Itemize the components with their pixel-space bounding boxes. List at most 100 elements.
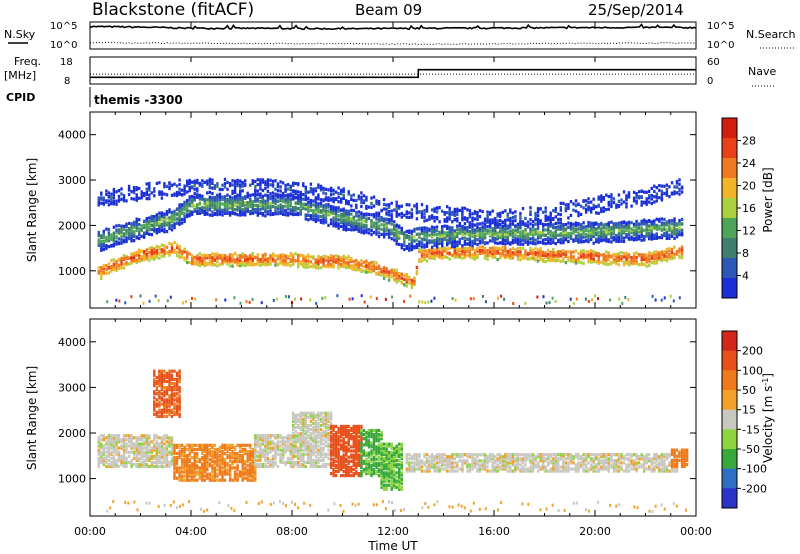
power-cell [239,258,242,262]
power-cell [107,271,111,275]
power-cell [408,281,411,285]
power-cell [554,242,557,246]
power-cell [322,198,325,202]
power-cell [294,297,296,301]
power-cell [400,204,403,208]
power-cell [319,209,323,213]
power-cell [193,198,196,202]
power-cell [369,295,372,299]
power-cell [559,232,562,236]
power-cell [337,255,340,259]
power-cell [148,181,151,186]
power-cell [348,297,351,301]
velocity-cell [249,470,252,474]
power-cell [107,191,111,195]
velocity-cell [289,438,292,442]
power-cell [264,201,267,205]
power-cell [491,218,494,222]
power-cell [478,230,482,235]
power-cell [415,211,419,215]
power-cell [254,210,257,214]
power-cell [145,192,148,197]
power-cell [102,264,105,268]
velocity-cell [132,452,136,456]
power-cell [112,200,116,204]
power-cell [299,253,302,257]
power-cell [651,294,654,298]
power-cell [577,256,580,260]
power-cell [420,231,424,235]
power-cell [643,234,646,239]
power-cell [461,244,464,248]
power-cell [122,238,126,242]
velocity-cell [160,444,164,448]
power-cell [410,243,414,247]
velocity-cell [276,442,280,446]
power-cell [602,206,605,210]
power-cell [226,211,229,215]
power-cell [198,196,201,200]
power-cell [643,238,646,242]
power-cell [658,219,661,223]
power-cell [256,189,259,193]
power-cell [660,298,663,302]
power-cell [188,195,191,199]
power-cell [289,258,292,262]
power-cell [618,297,621,301]
power-cell [186,179,189,183]
colorbar-swatch [722,118,737,139]
power-cell [279,205,282,210]
power-cell [332,255,335,259]
power-cell [433,207,436,211]
power-cell [297,257,300,261]
power-cell [198,183,201,187]
velocity-cell [223,451,227,456]
velocity-cell [155,446,159,450]
power-cell [567,250,570,254]
power-cell [153,189,156,193]
power-cell [254,191,257,195]
power-cell [557,233,560,237]
power-cell [403,283,406,287]
power-cell [221,195,224,199]
power-cell [120,230,123,234]
power-cell [145,218,148,223]
power-cell [660,223,664,227]
power-cell [191,203,194,207]
power-cell [188,202,191,206]
velocity-cell [279,434,282,438]
power-cell [360,227,363,231]
velocity-cell [191,443,194,447]
power-cell [143,235,146,239]
power-cell [271,212,275,216]
power-cell [574,209,578,213]
power-cell [347,209,350,213]
power-cell [360,267,363,272]
power-cell [216,264,219,268]
power-cell [281,195,285,200]
velocity-cell [264,462,267,467]
power-cell [125,255,128,259]
velocity-cell [203,478,206,482]
power-cell [122,199,126,203]
power-cell [145,190,148,195]
power-cell [345,214,348,218]
velocity-cell [249,458,252,462]
power-cell [317,185,320,189]
power-cell [340,197,343,201]
power-cell [536,236,540,240]
power-cell [148,232,151,236]
power-cell [148,216,151,220]
power-cell [403,231,406,235]
velocity-cell [112,438,116,442]
velocity-cell [244,447,247,451]
velocity-cell [112,450,116,454]
power-cell [180,188,184,192]
power-cell [559,213,562,217]
velocity-cell [261,438,265,442]
velocity-cell [168,450,171,454]
power-cell [461,229,464,233]
velocity-cell [281,448,285,452]
power-cell [627,193,631,197]
power-cell [233,196,237,201]
